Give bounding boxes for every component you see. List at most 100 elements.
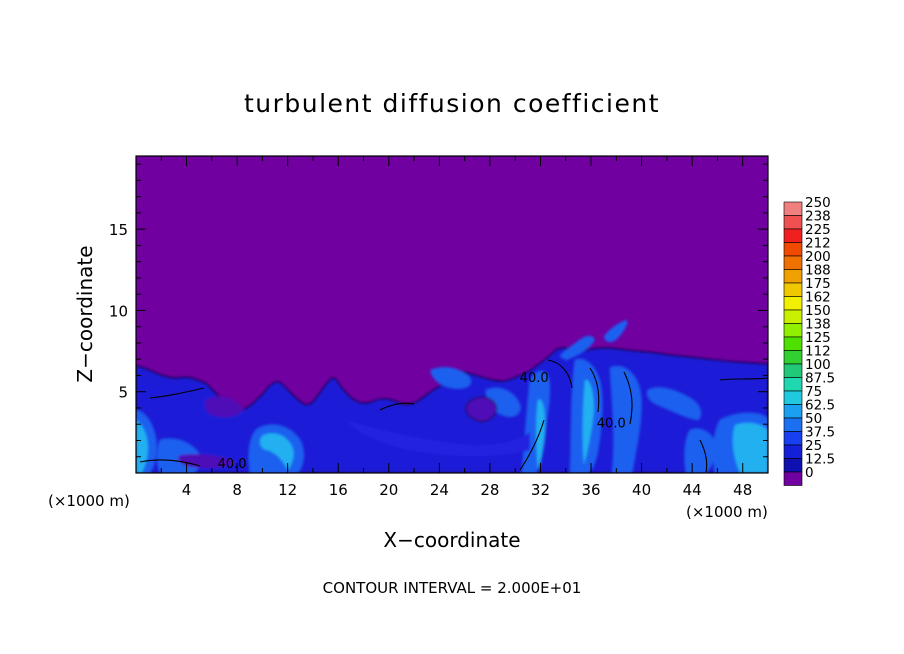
x-tick-label: 4 [182,481,192,499]
colorbar-label: 25 [805,438,822,454]
colorbar-swatch [783,444,803,459]
turbulent-layer [136,420,148,473]
contour-line [379,402,415,411]
contour-label: 40.0 [520,371,549,386]
x-unit-left: (×1000 m) [48,492,130,510]
x-axis-label: X−coordinate [383,528,520,552]
colorbar-swatch [783,431,803,446]
colorbar-swatch [783,296,803,311]
x-tick-label: 8 [232,481,242,499]
turbulent-layer [560,335,595,360]
x-minor-ticks [160,156,744,473]
colorbar-swatch [783,201,803,216]
contour-line [139,459,201,467]
x-tick-label: 12 [278,481,297,499]
colorbar-swatch [783,282,803,297]
plot-frame [135,155,769,474]
colorbar-label: 112 [805,344,831,360]
x-tick-label: 20 [379,481,398,499]
colorbar-label: 162 [805,290,831,306]
colorbar-label: 87.5 [805,371,835,387]
colorbar-swatch [783,255,803,270]
colorbar-swatch [783,471,803,486]
colorbar-swatch [783,458,803,473]
colorbar-swatch [783,404,803,419]
contour-line [623,371,633,425]
x-tick-label: 28 [480,481,499,499]
colorbar-label: 12.5 [805,452,835,468]
turbulent-layer [684,428,717,473]
colorbar-swatch [783,336,803,351]
colorbar-label: 50 [805,411,822,427]
colorbar-label: 188 [805,263,831,279]
colorbar-label: 175 [805,276,831,292]
colorbar-swatch [783,417,803,432]
y-minor-ticks [136,163,768,458]
contour-line [149,387,205,399]
contour-line [589,367,600,413]
colorbar-label: 225 [805,222,831,238]
turbulent-layer [604,320,628,343]
colorbar-swatch [783,269,803,284]
colorbar-swatch [783,390,803,405]
x-unit-right: (×1000 m) [686,503,768,521]
colorbar-label: 212 [805,236,831,252]
chart-title: turbulent diffusion coefficient [244,89,660,118]
y-axis-label: Z−coordinate [73,245,97,382]
y-tick-label: 5 [118,384,128,402]
contour-labels: 40.0 40.0 40.0 [218,371,626,472]
colorbar-label: 0 [805,465,814,481]
plot-area: 40.0 40.0 40.0 [136,156,768,473]
turbulent-layer [430,367,471,389]
contour-line [699,439,708,473]
colorbar-label: 250 [805,195,831,211]
turbulent-layer [536,399,546,470]
colorbar-label: 37.5 [805,425,835,441]
colorbar-swatch [783,377,803,392]
colorbar-label: 62.5 [805,398,835,414]
contour-line [719,377,768,381]
x-tick-label: 24 [430,481,449,499]
y-tick-label: 10 [109,302,128,320]
turbulent-layer [465,396,497,423]
contour-label: 40.0 [218,457,247,472]
colorbar-swatch [783,215,803,230]
x-tick-label: 44 [683,481,702,499]
x-tick-label: 32 [531,481,550,499]
colorbar: 2502382252122001881751621501381251121008… [783,195,835,486]
contour-label: 40.0 [597,416,626,431]
colorbar-label: 150 [805,303,831,319]
turbulent-layer [732,422,768,473]
x-tick-labels: 4 8 12 16 20 24 28 32 36 40 44 48 [182,481,752,499]
turbulent-layer [178,453,236,469]
turbulent-layer [582,379,594,465]
turbulent-layer [204,396,244,418]
contour-interval-footer: CONTOUR INTERVAL = 2.000E+01 [323,579,582,597]
turbulence-field [136,320,768,473]
colorbar-swatch [783,363,803,378]
colorbar-swatch [783,323,803,338]
y-tick-label: 15 [109,221,128,239]
turbulent-layer [610,366,642,473]
colorbar-swatch [783,242,803,257]
y-tick-labels: 5 10 15 [109,221,128,402]
colorbar-swatch [783,350,803,365]
turbulent-layer [259,433,294,470]
colorbar-label: 75 [805,384,822,400]
x-tick-label: 16 [329,481,348,499]
contour-lines [139,359,768,473]
colorbar-label: 138 [805,317,831,333]
x-tick-label: 36 [581,481,600,499]
contour-line [519,419,545,471]
turbulent-layer [345,420,530,457]
x-tick-label: 40 [632,481,651,499]
colorbar-label: 200 [805,249,831,265]
contour-line [547,359,573,389]
colorbar-swatch [783,309,803,324]
colorbar-swatch [783,228,803,243]
turbulent-layer [647,387,701,420]
colorbar-label: 125 [805,330,831,346]
colorbar-label: 100 [805,357,831,373]
x-tick-label: 48 [733,481,752,499]
